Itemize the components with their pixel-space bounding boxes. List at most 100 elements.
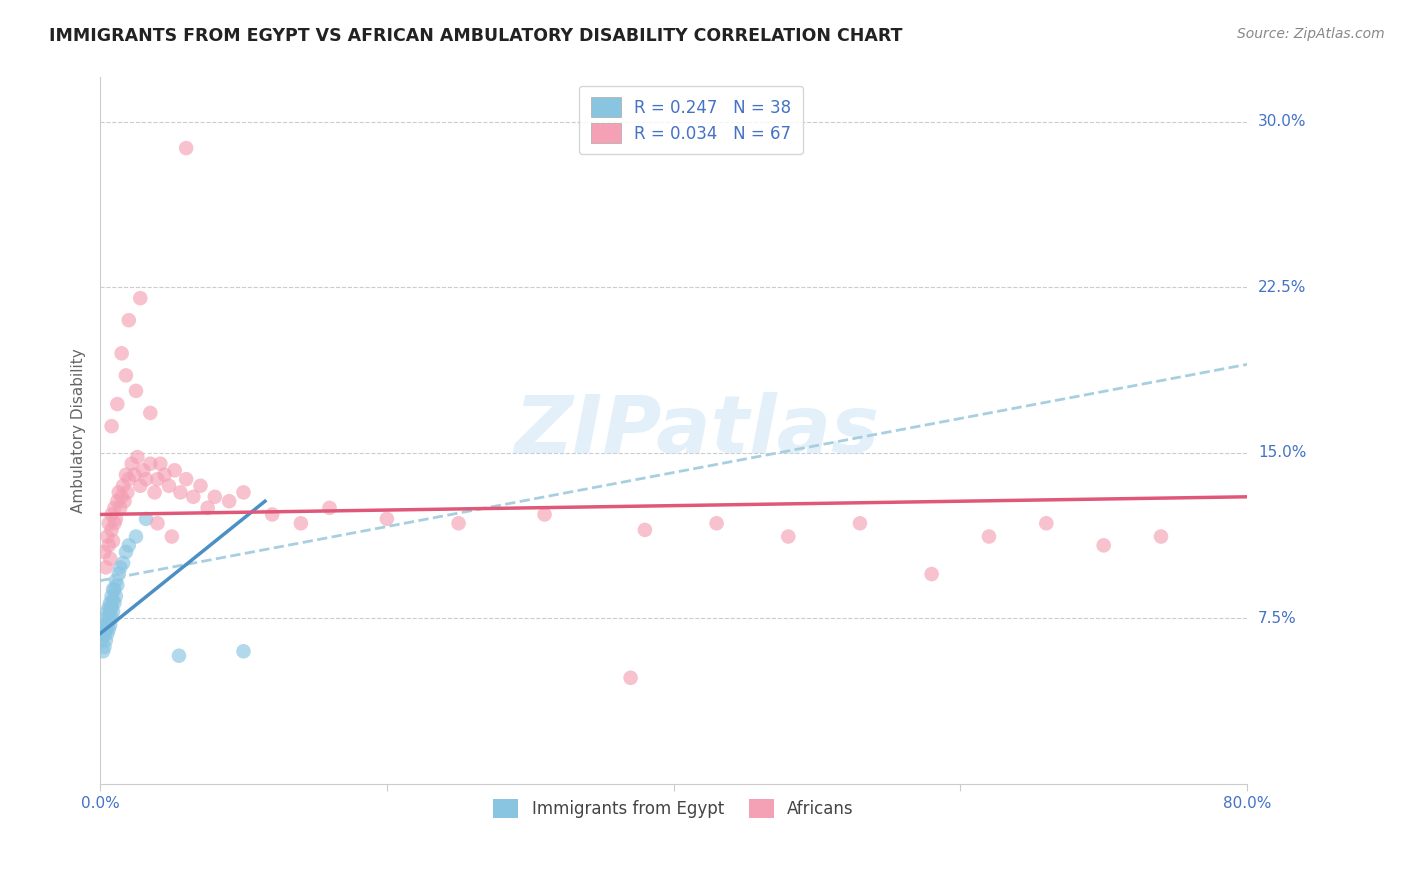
Point — [118, 472, 141, 486]
Point — [93, 640, 115, 654]
Point — [921, 567, 943, 582]
Point — [135, 472, 157, 486]
Point — [103, 516, 125, 531]
Point — [1092, 538, 1115, 552]
Point — [94, 622, 117, 636]
Point — [318, 500, 340, 515]
Point — [181, 490, 204, 504]
Point — [174, 472, 197, 486]
Point — [232, 644, 254, 658]
Point — [139, 457, 162, 471]
Point — [115, 368, 138, 383]
Point — [103, 500, 125, 515]
Point — [1035, 516, 1057, 531]
Point — [100, 419, 122, 434]
Point — [98, 596, 121, 610]
Point — [163, 463, 186, 477]
Point — [160, 529, 183, 543]
Point — [104, 574, 127, 588]
Text: 15.0%: 15.0% — [1258, 445, 1306, 460]
Point — [121, 457, 143, 471]
Point — [139, 406, 162, 420]
Point — [93, 617, 115, 632]
Point — [125, 384, 148, 398]
Point — [97, 622, 120, 636]
Text: Source: ZipAtlas.com: Source: ZipAtlas.com — [1237, 27, 1385, 41]
Point — [849, 516, 872, 531]
Point — [98, 551, 121, 566]
Point — [112, 479, 135, 493]
Point — [98, 605, 121, 619]
Point — [146, 516, 169, 531]
Point — [96, 617, 118, 632]
Point — [262, 508, 284, 522]
Point — [118, 538, 141, 552]
Point — [97, 600, 120, 615]
Point — [91, 626, 114, 640]
Point — [127, 450, 149, 464]
Point — [94, 560, 117, 574]
Point — [108, 560, 131, 574]
Point — [94, 633, 117, 648]
Point — [101, 533, 124, 548]
Point — [108, 500, 131, 515]
Point — [533, 508, 555, 522]
Point — [232, 485, 254, 500]
Point — [204, 490, 226, 504]
Point — [100, 611, 122, 625]
Point — [447, 516, 470, 531]
Point — [104, 589, 127, 603]
Point — [96, 605, 118, 619]
Point — [143, 485, 166, 500]
Point — [105, 578, 128, 592]
Point — [105, 494, 128, 508]
Point — [1150, 529, 1173, 543]
Legend: Immigrants from Egypt, Africans: Immigrants from Egypt, Africans — [486, 792, 860, 825]
Point — [91, 644, 114, 658]
Point — [100, 508, 122, 522]
Point — [100, 523, 122, 537]
Point — [129, 291, 152, 305]
Point — [101, 605, 124, 619]
Point — [114, 494, 136, 508]
Point — [125, 529, 148, 543]
Point — [104, 512, 127, 526]
Text: ZIPatlas: ZIPatlas — [515, 392, 879, 469]
Point — [103, 596, 125, 610]
Point — [197, 500, 219, 515]
Point — [112, 556, 135, 570]
Point — [105, 397, 128, 411]
Point — [132, 463, 155, 477]
Point — [111, 346, 134, 360]
Point — [169, 485, 191, 500]
Text: IMMIGRANTS FROM EGYPT VS AFRICAN AMBULATORY DISABILITY CORRELATION CHART: IMMIGRANTS FROM EGYPT VS AFRICAN AMBULAT… — [49, 27, 903, 45]
Point — [96, 529, 118, 543]
Point — [90, 633, 112, 648]
Point — [97, 516, 120, 531]
Point — [101, 593, 124, 607]
Point — [115, 467, 138, 482]
Point — [167, 648, 190, 663]
Point — [149, 457, 172, 471]
Point — [103, 582, 125, 597]
Y-axis label: Ambulatory Disability: Ambulatory Disability — [72, 348, 86, 513]
Point — [97, 538, 120, 552]
Point — [375, 512, 398, 526]
Point — [100, 600, 122, 615]
Point — [93, 626, 115, 640]
Point — [157, 479, 180, 493]
Point — [129, 479, 152, 493]
Point — [135, 512, 157, 526]
Point — [146, 472, 169, 486]
Point — [93, 545, 115, 559]
Point — [634, 523, 657, 537]
Point — [124, 467, 146, 482]
Point — [98, 617, 121, 632]
Point — [97, 611, 120, 625]
Point — [94, 611, 117, 625]
Point — [190, 479, 212, 493]
Point — [290, 516, 312, 531]
Point — [111, 490, 134, 504]
Point — [107, 485, 129, 500]
Point — [977, 529, 1000, 543]
